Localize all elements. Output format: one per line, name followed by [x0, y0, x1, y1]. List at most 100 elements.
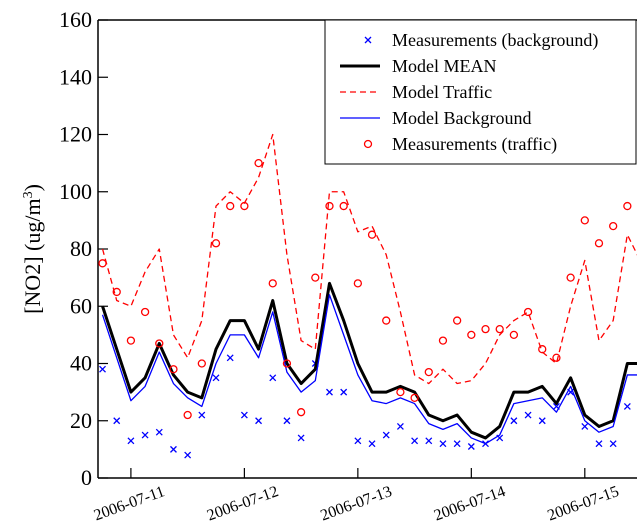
- marker-x: [510, 417, 518, 425]
- marker-circle: [197, 359, 206, 368]
- marker-circle: [594, 239, 604, 248]
- marker-x: [538, 417, 546, 425]
- marker-circle: [552, 353, 561, 362]
- marker-x: [382, 431, 390, 439]
- marker-x: [226, 354, 234, 362]
- y-tick-label: 60: [70, 293, 92, 318]
- y-tick-label: 20: [70, 408, 92, 433]
- marker-circle: [112, 287, 121, 297]
- marker-circle: [580, 216, 589, 225]
- y-tick-label: 100: [59, 179, 92, 204]
- marker-circle: [325, 201, 334, 211]
- y-label-sup: 3: [21, 191, 36, 198]
- marker-circle: [282, 359, 292, 368]
- marker-x: [240, 411, 248, 419]
- marker-x: [283, 417, 291, 425]
- marker-circle: [481, 324, 490, 334]
- marker-x: [354, 437, 362, 445]
- y-axis-label: [NO2] (ug/m3): [20, 184, 45, 314]
- series-line: [101, 281, 637, 440]
- x-tick-label: 2006-07-11: [92, 483, 167, 524]
- y-label-tail: ): [20, 184, 45, 191]
- marker-circle: [523, 307, 533, 317]
- marker-circle: [410, 393, 419, 403]
- marker-circle: [367, 230, 377, 239]
- marker-x: [453, 440, 461, 448]
- legend-marker: [364, 36, 372, 44]
- marker-x: [524, 411, 532, 419]
- marker-circle: [509, 330, 519, 340]
- marker-x: [184, 451, 192, 459]
- marker-circle: [169, 365, 178, 374]
- legend-box: [324, 19, 637, 165]
- marker-circle: [396, 387, 405, 397]
- marker-circle: [183, 410, 192, 420]
- marker-circle: [226, 201, 235, 211]
- marker-circle: [538, 345, 547, 354]
- marker-x: [368, 440, 376, 448]
- marker-x: [127, 437, 135, 445]
- legend-label: Model Background: [392, 108, 531, 128]
- marker-circle: [353, 279, 363, 288]
- legend-label: Model Traffic: [392, 82, 492, 102]
- y-tick-label: 140: [59, 64, 92, 89]
- marker-x: [439, 440, 447, 448]
- marker-x: [623, 402, 631, 410]
- marker-circle: [438, 336, 448, 345]
- marker-x: [411, 437, 419, 445]
- marker-x: [212, 374, 220, 382]
- marker-circle: [452, 316, 462, 325]
- marker-x: [99, 365, 106, 373]
- legend-label: Measurements (background): [392, 30, 598, 51]
- y-tick-label: 120: [59, 122, 92, 147]
- marker-x: [113, 417, 121, 425]
- marker-x: [595, 440, 603, 448]
- marker-circle: [155, 339, 164, 348]
- marker-x: [467, 443, 475, 450]
- marker-circle: [566, 273, 575, 282]
- x-tick-label: 2006-07-13: [318, 483, 394, 525]
- legend-label: Measurements (traffic): [392, 134, 557, 155]
- legend-label: Model MEAN: [392, 56, 497, 76]
- marker-circle: [98, 259, 107, 268]
- x-tick-label: 2006-07-12: [205, 483, 281, 525]
- marker-x: [255, 417, 263, 425]
- marker-x: [326, 388, 333, 396]
- marker-x: [396, 423, 404, 430]
- marker-circle: [382, 316, 391, 325]
- marker-circle: [467, 330, 476, 340]
- x-tick-label: 2006-07-14: [432, 483, 508, 525]
- marker-circle: [609, 221, 618, 231]
- marker-circle: [495, 324, 504, 334]
- marker-circle: [140, 307, 150, 317]
- marker-circle: [126, 336, 136, 345]
- marker-x: [340, 388, 348, 396]
- marker-circle: [254, 158, 263, 168]
- x-tick-label: 2006-07-15: [545, 483, 621, 525]
- marker-x: [269, 374, 277, 382]
- marker-x: [155, 428, 163, 436]
- marker-x: [170, 445, 177, 453]
- series-line: [101, 133, 637, 385]
- y-tick-label: 40: [70, 351, 92, 376]
- marker-x: [297, 434, 305, 442]
- marker-circle: [424, 367, 433, 377]
- marker-x: [581, 423, 589, 430]
- y-tick-label: 0: [81, 465, 92, 490]
- y-tick-label: 160: [59, 7, 92, 32]
- plot-area: [98, 133, 637, 459]
- marker-circle: [623, 201, 632, 211]
- marker-x: [198, 411, 206, 419]
- y-label-text: [NO2] (ug/m: [20, 198, 45, 313]
- marker-circle: [211, 239, 221, 248]
- marker-x: [141, 431, 149, 439]
- marker-circle: [268, 279, 277, 288]
- marker-circle: [296, 408, 306, 417]
- marker-circle: [240, 201, 249, 211]
- marker-x: [425, 437, 433, 445]
- y-tick-label: 80: [70, 236, 92, 261]
- marker-circle: [339, 201, 348, 211]
- series-line: [101, 294, 637, 445]
